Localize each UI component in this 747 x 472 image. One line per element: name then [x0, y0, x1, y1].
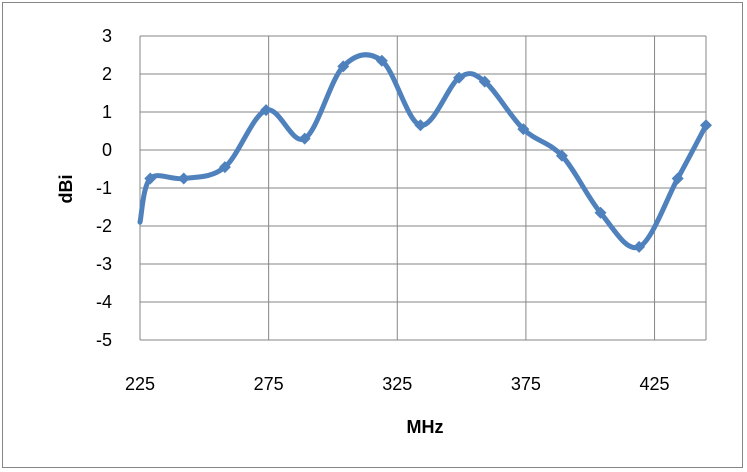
data-point-marker — [671, 172, 684, 185]
y-tick-labels: 3 2 1 0 -1 -2 -3 -4 -5 — [96, 26, 112, 350]
series-layer — [137, 52, 712, 253]
x-tick-label: 275 — [254, 374, 284, 394]
data-point-marker — [594, 206, 607, 219]
y-tick-label: -1 — [96, 178, 112, 198]
data-point-marker — [337, 60, 350, 73]
x-tick-label: 425 — [640, 374, 670, 394]
data-point-marker — [633, 240, 646, 253]
data-point-marker — [177, 172, 190, 185]
x-tick-label: 325 — [382, 374, 412, 394]
gridlines — [139, 35, 707, 341]
data-point-marker — [555, 149, 568, 162]
data-point-marker — [414, 119, 427, 132]
data-point-marker — [517, 123, 530, 136]
y-tick-label: 1 — [102, 102, 112, 122]
x-tick-labels: 225 275 325 375 425 — [125, 374, 670, 394]
series-line — [137, 52, 709, 251]
data-point-marker — [478, 75, 491, 88]
data-point-marker — [260, 104, 273, 117]
data-point-marker — [144, 172, 157, 185]
data-point-marker — [375, 54, 388, 67]
data-point-marker — [298, 132, 311, 145]
x-tick-label: 375 — [511, 374, 541, 394]
data-point-marker — [700, 119, 712, 132]
x-tick-label: 225 — [125, 374, 155, 394]
y-tick-label: -4 — [96, 292, 112, 312]
y-tick-label: 2 — [102, 64, 112, 84]
y-axis-title: dBi — [56, 175, 76, 204]
y-tick-label: 0 — [102, 140, 112, 160]
data-point-marker — [453, 71, 466, 84]
x-axis-title: MHz — [407, 417, 444, 437]
y-tick-label: -3 — [96, 254, 112, 274]
y-tick-label: 3 — [102, 26, 112, 46]
data-point-marker — [218, 161, 231, 174]
y-tick-label: -5 — [96, 330, 112, 350]
y-tick-label: -2 — [96, 216, 112, 236]
